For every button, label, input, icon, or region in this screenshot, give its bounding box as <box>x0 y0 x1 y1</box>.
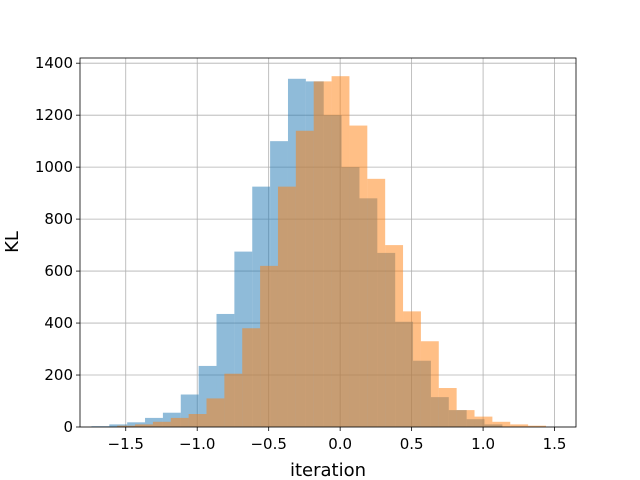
histogram-bar <box>438 388 457 427</box>
histogram-bar <box>528 425 546 427</box>
histogram-bar <box>456 410 475 427</box>
histogram-bar <box>260 265 278 427</box>
histogram-bars <box>91 76 546 428</box>
x-tick-label: 0.5 <box>400 435 424 453</box>
histogram-bar <box>277 186 296 427</box>
histogram-bar <box>474 416 493 427</box>
x-tick-label: −1.5 <box>108 435 144 453</box>
y-axis-label: KL <box>2 231 23 253</box>
y-tick-label: 1000 <box>35 158 73 176</box>
histogram-bar <box>295 130 314 427</box>
histogram-bar <box>420 341 439 427</box>
y-tick-label: 1400 <box>35 54 73 72</box>
histogram-bar <box>152 421 171 427</box>
y-tick-label: 400 <box>44 314 73 332</box>
histogram-bar <box>403 311 421 427</box>
histogram-bar <box>206 398 225 427</box>
y-axis-ticks: 0 200 400 600 800 1000 1200 1400 <box>35 54 80 436</box>
histogram-bar <box>109 424 128 427</box>
histogram-bar <box>331 76 350 428</box>
y-tick-label: 800 <box>44 210 73 228</box>
x-tick-label: −1.0 <box>179 435 215 453</box>
y-tick-label: 600 <box>44 262 73 280</box>
histogram-bar <box>510 424 529 427</box>
x-tick-label: 1.5 <box>543 435 567 453</box>
histogram-bar <box>188 414 207 427</box>
histogram-bar <box>313 81 332 427</box>
y-tick-label: 200 <box>44 366 73 384</box>
x-tick-label: 0.0 <box>328 435 352 453</box>
histogram-bar <box>492 421 511 427</box>
y-tick-label: 0 <box>63 418 73 436</box>
plot-frame <box>79 57 577 428</box>
histogram-bar <box>242 328 261 427</box>
histogram-bar <box>367 178 386 427</box>
histogram-bar <box>385 245 404 427</box>
x-tick-label: 1.0 <box>471 435 495 453</box>
x-axis-ticks: −1.5 −1.0 −0.5 0.0 0.5 1.0 1.5 <box>108 427 567 453</box>
x-tick-label: −0.5 <box>250 435 286 453</box>
y-tick-label: 1200 <box>35 106 73 124</box>
histogram-bar <box>135 424 153 427</box>
histogram-bar <box>224 373 243 427</box>
histogram-bar <box>349 125 368 427</box>
histogram-bar <box>117 425 136 427</box>
histogram-bar <box>170 417 189 427</box>
x-axis-label: iteration <box>290 460 366 480</box>
